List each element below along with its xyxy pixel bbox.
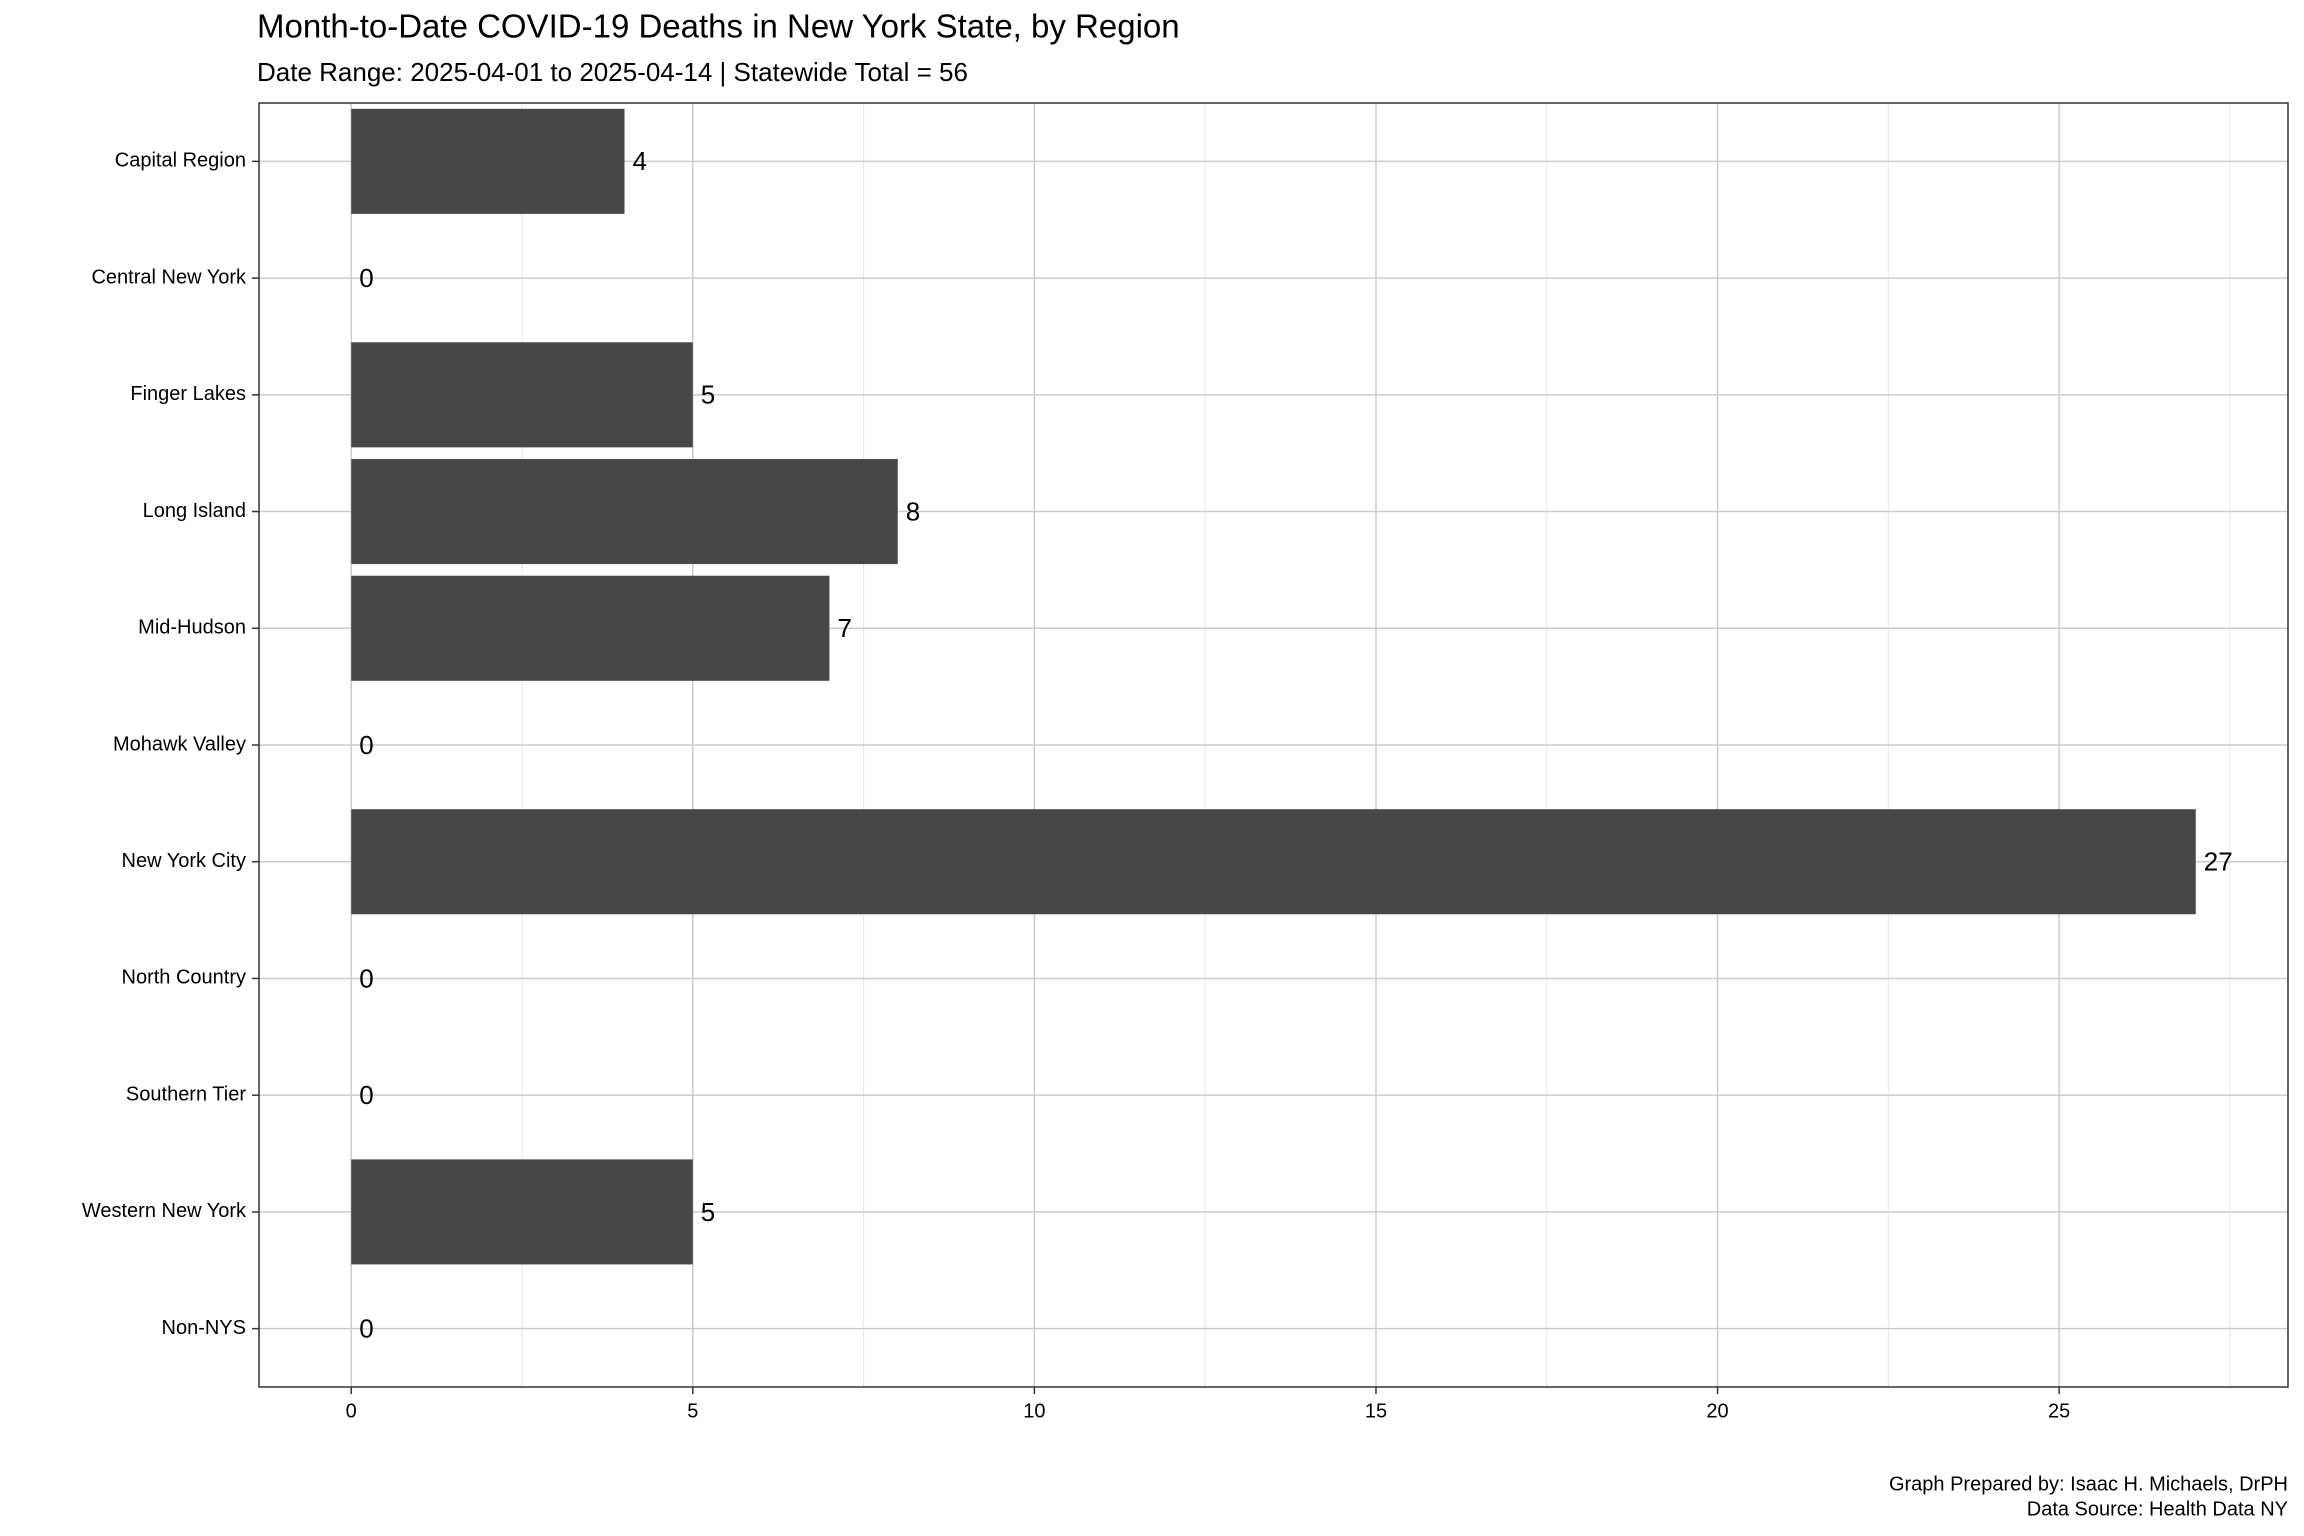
- caption: Data Source: Health Data NY: [2027, 1498, 2288, 1520]
- value-label: 7: [837, 613, 851, 643]
- y-tick-label: Finger Lakes: [130, 383, 246, 405]
- panel-border: [258, 102, 2289, 1388]
- y-tick-label: Non-NYS: [162, 1317, 246, 1339]
- bar: [351, 575, 830, 681]
- x-tick-label: 10: [1023, 1400, 1045, 1422]
- value-label: 0: [359, 963, 373, 993]
- value-label: 4: [632, 146, 646, 176]
- value-label: 27: [2204, 847, 2233, 877]
- bar: [351, 1159, 693, 1265]
- y-tick-label: Long Island: [143, 500, 246, 522]
- y-tick-label: Mohawk Valley: [113, 733, 246, 755]
- y-tick-label: Mid-Hudson: [138, 617, 246, 639]
- x-tick-label: 20: [1706, 1400, 1728, 1422]
- x-tick-label: 15: [1365, 1400, 1387, 1422]
- caption: Graph Prepared by: Isaac H. Michaels, Dr…: [1889, 1473, 2288, 1495]
- y-tick-label: New York City: [122, 850, 247, 872]
- bar: [351, 108, 625, 214]
- value-label: 0: [359, 730, 373, 760]
- value-label: 8: [906, 496, 920, 526]
- bar: [351, 809, 2196, 915]
- chart-subtitle: Date Range: 2025-04-01 to 2025-04-14 | S…: [257, 57, 968, 87]
- value-label: 5: [701, 380, 715, 410]
- bar: [351, 459, 898, 565]
- x-tick-label: 25: [2048, 1400, 2070, 1422]
- y-tick-label: Capital Region: [115, 150, 246, 172]
- value-label: 0: [359, 1080, 373, 1110]
- chart-title: Month-to-Date COVID-19 Deaths in New Yor…: [257, 8, 1180, 45]
- y-tick-label: North Country: [122, 967, 247, 989]
- bar: [351, 342, 693, 448]
- y-tick-label: Central New York: [91, 266, 247, 288]
- value-label: 5: [701, 1197, 715, 1227]
- x-tick-label: 0: [346, 1400, 357, 1422]
- y-tick-label: Southern Tier: [126, 1083, 246, 1105]
- value-label: 0: [359, 263, 373, 293]
- value-label: 0: [359, 1314, 373, 1344]
- y-tick-label: Western New York: [82, 1200, 247, 1222]
- x-tick-label: 5: [687, 1400, 698, 1422]
